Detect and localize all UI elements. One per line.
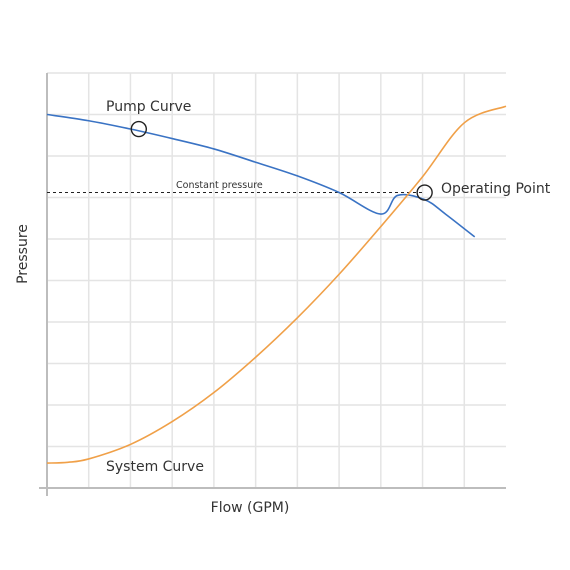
y-axis-label: Pressure bbox=[15, 224, 31, 284]
series-lines bbox=[46, 105, 507, 464]
pump-curve-line bbox=[46, 113, 476, 238]
curve-markers bbox=[130, 120, 433, 201]
axes bbox=[39, 73, 506, 496]
operating-point-marker bbox=[416, 184, 433, 201]
chart-labels: Flow (GPM) Pressure Pump Curve System Cu… bbox=[15, 99, 551, 516]
operating-point-label: Operating Point bbox=[441, 181, 551, 197]
pump-curve-marker bbox=[130, 120, 148, 138]
constant-pressure-label: Constant pressure bbox=[176, 180, 263, 191]
grid-lines bbox=[47, 72, 506, 488]
pump-curve-label: Pump Curve bbox=[106, 99, 191, 115]
x-axis-label: Flow (GPM) bbox=[211, 500, 290, 516]
system-curve-label: System Curve bbox=[106, 459, 204, 475]
system-curve-line bbox=[46, 105, 507, 464]
